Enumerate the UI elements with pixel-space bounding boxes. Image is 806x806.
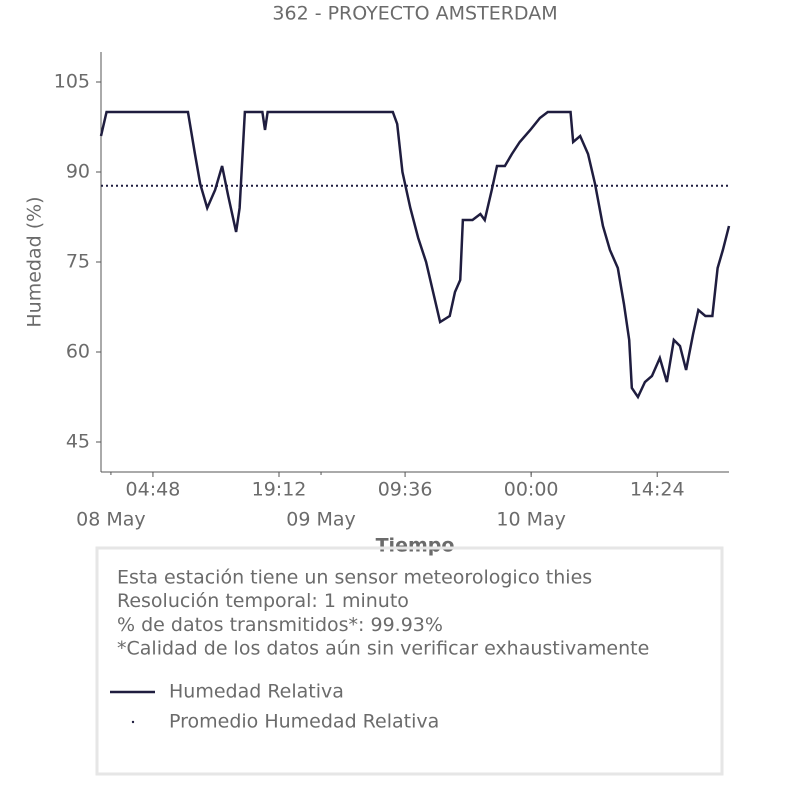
note-line: Esta estación tiene un sensor meteorolog… [117, 567, 592, 589]
y-tick-label: 60 [66, 341, 90, 363]
x-tick-label: 09:36 [378, 479, 433, 501]
note-line: % de datos transmitidos*: 99.93% [117, 614, 443, 636]
y-tick-label: 90 [66, 161, 90, 183]
x-tick-label: 04:48 [126, 479, 181, 501]
x-date-label: 10 May [496, 509, 566, 531]
legend-label: Promedio Humedad Relativa [169, 711, 439, 733]
y-axis-label: Humedad (%) [24, 196, 46, 327]
legend-swatch [131, 720, 135, 724]
note-line: Resolución temporal: 1 minuto [117, 590, 409, 612]
info-box [95, 546, 724, 776]
x-tick-label: 00:00 [504, 479, 559, 501]
x-date-label: 09 May [286, 509, 356, 531]
note-line: *Calidad de los datos aún sin verificar … [117, 638, 649, 660]
x-tick-label: 19:12 [252, 479, 307, 501]
y-tick-label: 105 [54, 71, 90, 93]
x-tick-label: 14:24 [630, 479, 685, 501]
legend-label: Humedad Relativa [169, 681, 344, 703]
y-tick-label: 45 [66, 431, 90, 453]
chart-title: 362 - PROYECTO AMSTERDAM [272, 3, 557, 25]
data-line [99, 110, 731, 400]
y-tick-label: 75 [66, 251, 90, 273]
x-axis-label: Tiempo [376, 535, 455, 557]
x-date-label: 08 May [76, 509, 146, 531]
